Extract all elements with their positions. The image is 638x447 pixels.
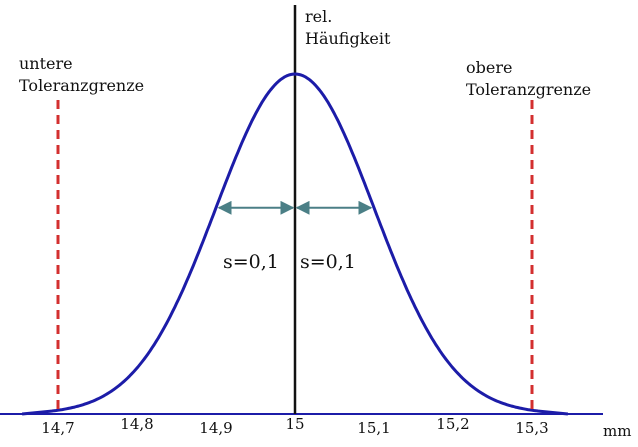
x-tick-label: 15,1: [357, 419, 390, 437]
x-tick-label: 15,2: [436, 415, 469, 433]
y-axis-label: rel. Häufigkeit: [305, 7, 391, 48]
std-dev-label-right: s=0,1: [300, 251, 356, 273]
lower-tolerance-label-line-1: untere: [19, 54, 73, 73]
upper-tolerance-label-line-2: Toleranzgrenze: [466, 80, 591, 99]
x-tick-label: 15: [285, 415, 304, 433]
y-axis-label-line-2: Häufigkeit: [305, 29, 391, 48]
upper-tolerance-label: obere Toleranzgrenze: [466, 58, 591, 99]
x-tick-label: 14,8: [120, 415, 153, 433]
lower-tolerance-label: untere Toleranzgrenze: [19, 54, 144, 95]
lower-tolerance-label-line-2: Toleranzgrenze: [19, 76, 144, 95]
x-tick-labels: 14,7 14,8 14,9 15 15,1 15,2 15,3: [41, 415, 548, 437]
x-tick-label: 15,3: [515, 419, 548, 437]
x-tick-label: 14,9: [199, 419, 232, 437]
y-axis-label-line-1: rel.: [305, 7, 332, 26]
bell-curve-line: [21, 72, 569, 416]
x-tick-label: 14,7: [41, 419, 74, 437]
upper-tolerance-label-line-1: obere: [466, 58, 512, 77]
x-axis-unit-label: mm: [603, 422, 631, 440]
std-dev-label-left: s=0,1: [223, 251, 279, 273]
